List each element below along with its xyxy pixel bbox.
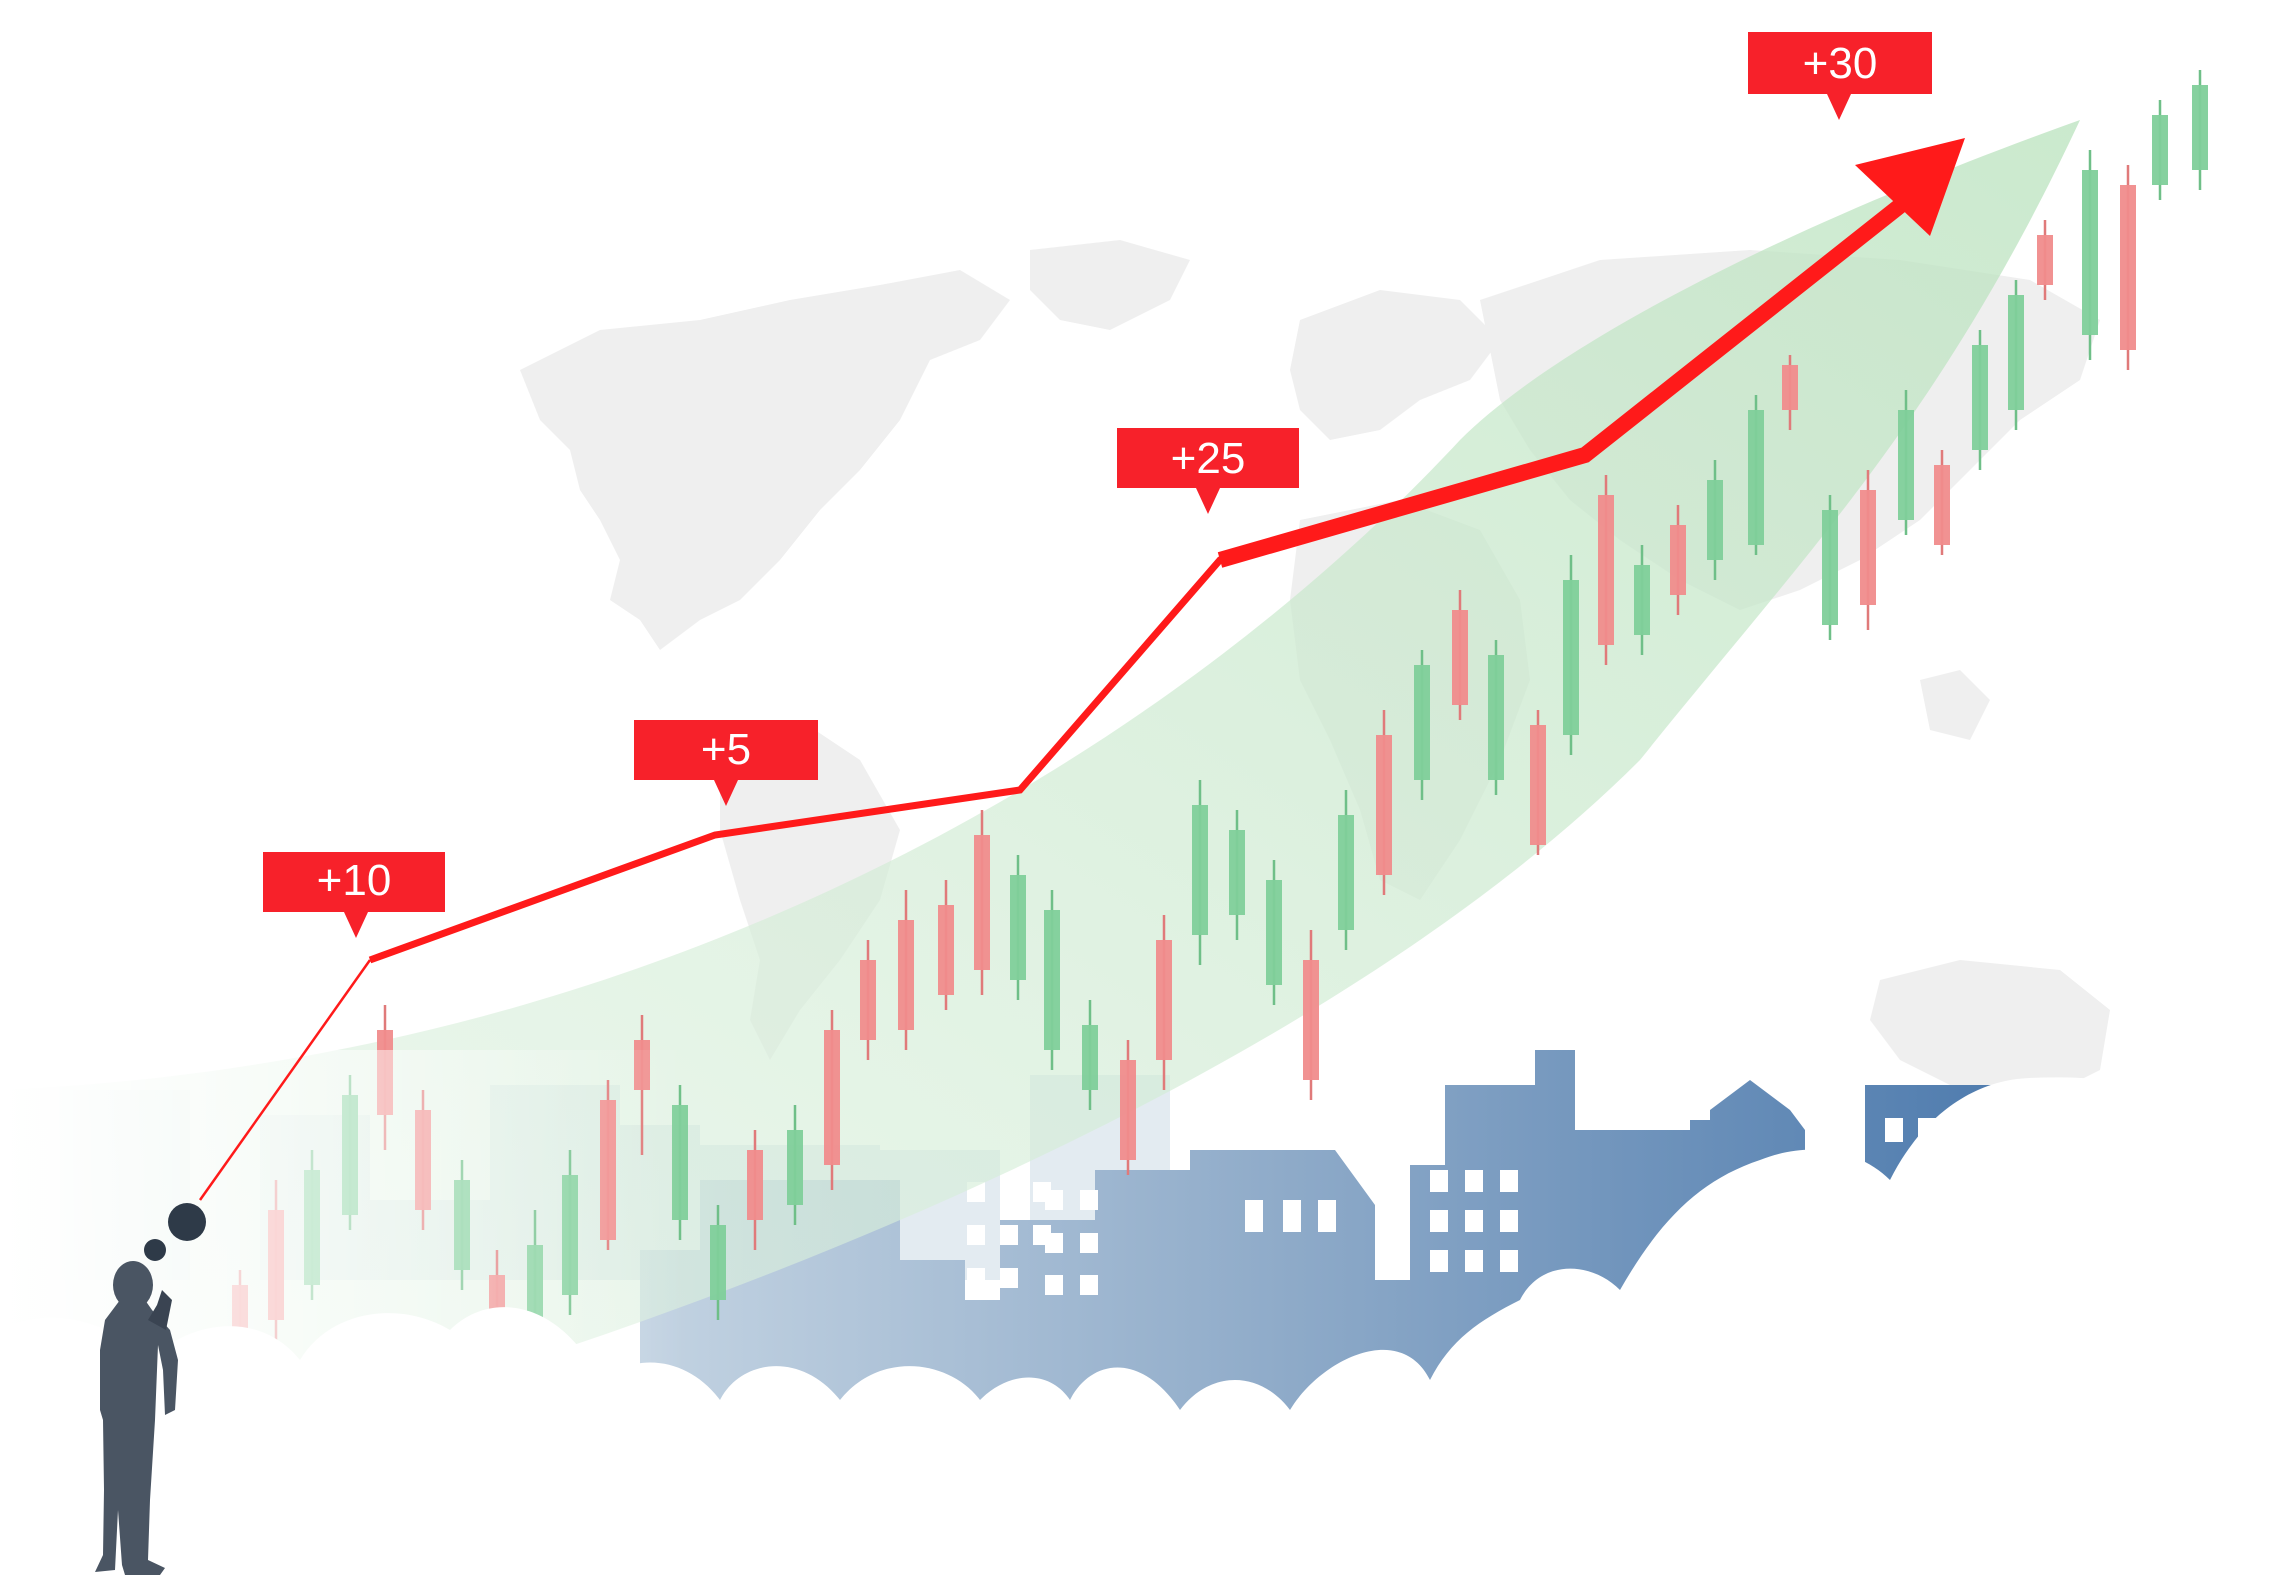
badge-plus-30: +30 <box>1748 32 1932 120</box>
badge-plus-25: +25 <box>1117 428 1299 514</box>
candle-down <box>2037 235 2053 285</box>
candle-down <box>1598 495 1614 645</box>
candle-up <box>1229 830 1245 915</box>
candle-up <box>1822 510 1838 625</box>
candle-down <box>1860 490 1876 605</box>
candle-up <box>1044 910 1060 1050</box>
candle-up <box>1707 480 1723 560</box>
candle-up <box>2008 295 2024 410</box>
candle-up <box>1748 410 1764 545</box>
thought-bubble-icon <box>144 1203 206 1261</box>
trend-line <box>198 138 1965 1201</box>
candle-down <box>1530 725 1546 845</box>
candle-down <box>1156 940 1172 1060</box>
candle-down <box>860 960 876 1040</box>
badge-label: +30 <box>1803 39 1878 88</box>
candle-up <box>1634 565 1650 635</box>
thinking-businessman-icon <box>95 1261 178 1575</box>
badge-plus-5: +5 <box>634 720 818 806</box>
candle-up <box>1488 655 1504 780</box>
candle-down <box>1934 465 1950 545</box>
candle-up <box>2152 115 2168 185</box>
candle-down <box>974 835 990 970</box>
candle-up <box>1338 815 1354 930</box>
candle-up <box>2082 170 2098 335</box>
value-badges: +10 +5 +25 +30 <box>263 32 1932 938</box>
left-fade-overlay <box>0 1050 2292 1576</box>
candle-down <box>1452 610 1468 705</box>
badge-label: +10 <box>317 856 392 905</box>
candle-down <box>1670 525 1686 595</box>
candle-down <box>1782 365 1798 410</box>
candle-down <box>938 905 954 995</box>
islands-shape <box>1920 670 1990 740</box>
candle-down <box>1376 735 1392 875</box>
candle-up <box>1972 345 1988 450</box>
europe-shape <box>1290 290 1500 440</box>
candle-up <box>2192 85 2208 170</box>
arrow-head-icon <box>1855 138 1965 236</box>
candle-down <box>2120 185 2136 350</box>
north-america-shape <box>520 270 1010 650</box>
candle-up <box>1192 805 1208 935</box>
badge-plus-10: +10 <box>263 852 445 938</box>
badge-label: +5 <box>701 725 751 774</box>
candle-up <box>1266 880 1282 985</box>
candle-up <box>1563 580 1579 735</box>
badge-label: +25 <box>1171 434 1246 483</box>
candle-up <box>1898 410 1914 520</box>
candle-up <box>1414 665 1430 780</box>
candle-up <box>1010 875 1026 980</box>
greenland-shape <box>1030 240 1190 330</box>
candle-down <box>898 920 914 1030</box>
